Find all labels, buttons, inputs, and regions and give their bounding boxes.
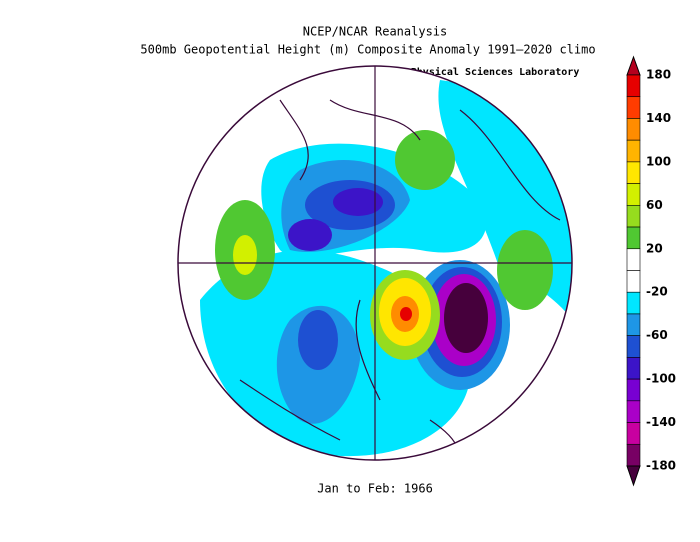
colorbar-label: 100	[646, 154, 671, 168]
colorbar-segment	[626, 248, 641, 271]
colorbar-label: 60	[646, 198, 663, 212]
colorbar-label: -60	[646, 328, 668, 342]
colorbar-label: -20	[646, 285, 668, 299]
colorbar-segment	[626, 96, 641, 119]
colorbar-arrow	[626, 465, 641, 487]
colorbar-segment	[626, 291, 641, 315]
colorbar-label: -140	[646, 415, 676, 429]
colorbar-segment	[626, 313, 641, 336]
colorbar-label: 20	[646, 241, 663, 255]
colorbar-segment	[626, 378, 641, 402]
colorbar-arrow	[626, 55, 641, 76]
colorbar: 180 140 100 60 20 -20 -60 -100 -140 -180	[626, 55, 676, 487]
colorbar-segment	[626, 74, 641, 98]
colorbar-segment	[626, 443, 641, 467]
colorbar-segment	[626, 335, 641, 358]
title: NCEP/NCAR Reanalysis	[303, 25, 448, 39]
colorbar-segment	[626, 183, 641, 206]
colorbar-label: 140	[646, 111, 671, 125]
colorbar-segment	[626, 357, 641, 380]
colorbar-label: 180	[646, 68, 671, 82]
colorbar-segment	[626, 205, 641, 228]
colorbar-segment	[626, 118, 641, 141]
colorbar-segment	[626, 139, 641, 163]
colorbar-segment	[626, 161, 641, 184]
footer: Jan to Feb: 1966	[317, 482, 433, 496]
colorbar-label: -100	[646, 372, 676, 386]
colorbar-label: -180	[646, 459, 676, 473]
colorbar-segment	[626, 226, 641, 250]
colorbar-segment	[626, 400, 641, 423]
subtitle: 500mb Geopotential Height (m) Composite …	[140, 43, 595, 57]
colorbar-segment	[626, 270, 641, 293]
colorbar-segment	[626, 422, 641, 445]
